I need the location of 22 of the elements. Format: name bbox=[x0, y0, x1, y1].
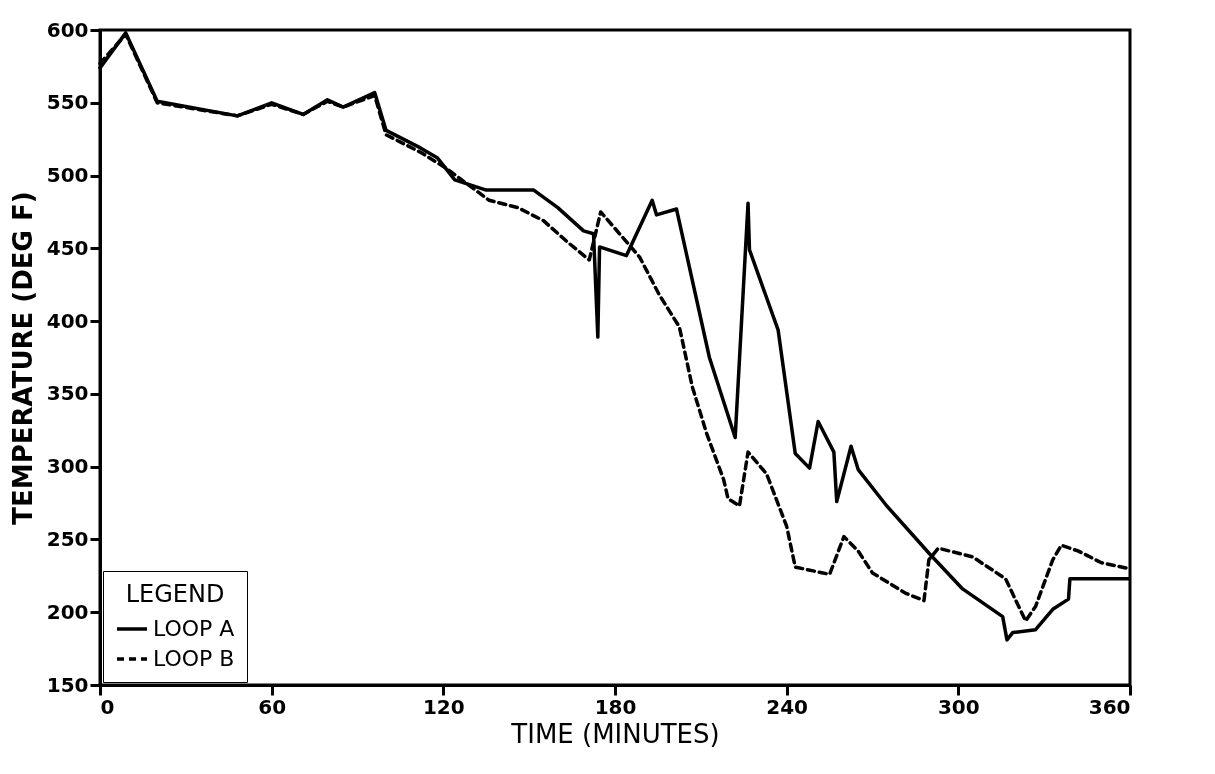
x-tick-label: 60 bbox=[258, 694, 287, 719]
x-tick-label: 120 bbox=[422, 694, 465, 719]
y-tick-label: 250 bbox=[46, 526, 89, 551]
x-tick-label: 360 bbox=[1088, 694, 1131, 719]
y-tick-label: 350 bbox=[46, 381, 89, 406]
y-tick-label: 450 bbox=[46, 235, 89, 260]
y-tick-label: 300 bbox=[46, 454, 89, 479]
y-tick-label: 400 bbox=[46, 308, 89, 333]
y-tick-label: 150 bbox=[46, 672, 89, 697]
y-tick-label: 550 bbox=[46, 90, 89, 115]
x-axis-title: TIME (MINUTES) bbox=[510, 718, 720, 749]
y-tick-label: 500 bbox=[46, 163, 89, 188]
y-axis-title: TEMPERATURE (DEG F) bbox=[7, 191, 38, 525]
legend-title: LEGEND bbox=[125, 580, 225, 608]
x-tick-label: 300 bbox=[937, 694, 980, 719]
x-tick-label: 180 bbox=[594, 694, 637, 719]
x-tick-label: 240 bbox=[766, 694, 809, 719]
y-tick-label: 200 bbox=[46, 599, 89, 624]
x-tick-label: 0 bbox=[100, 694, 115, 719]
legend-label: LOOP B bbox=[153, 646, 235, 671]
y-tick-label: 600 bbox=[46, 17, 89, 42]
legend-label: LOOP A bbox=[153, 616, 235, 641]
